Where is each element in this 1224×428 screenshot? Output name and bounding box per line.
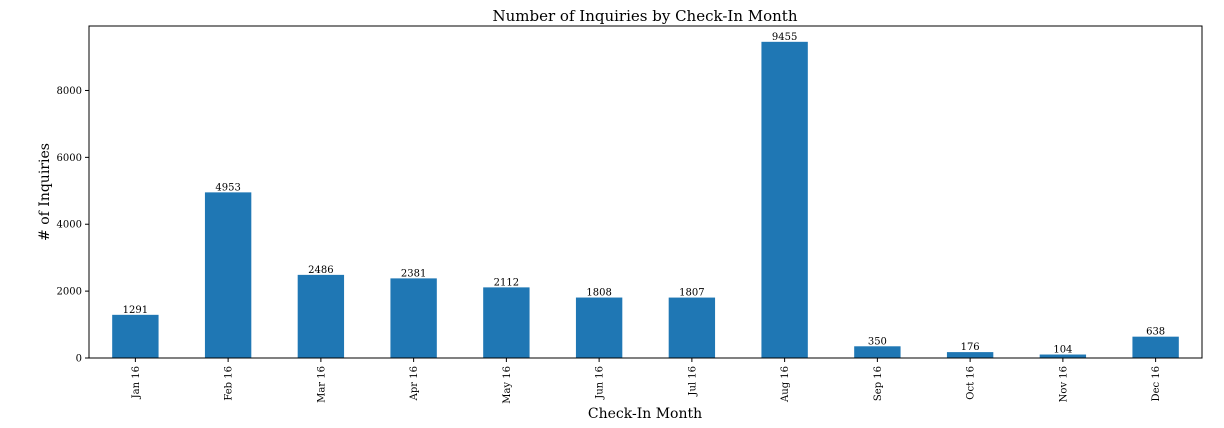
x-axis: Jan 16 Feb 16 Mar 16 Apr 16 May 16 Jun 16 Jul … — [131, 358, 1162, 404]
x-tick-label: Nov 16 — [1058, 366, 1069, 402]
data-label: 9455 — [772, 32, 797, 43]
bar — [946, 352, 994, 358]
data-label: 176 — [961, 342, 980, 353]
data-label: 104 — [1053, 345, 1072, 356]
data-label: 1808 — [586, 288, 611, 299]
x-tick-label: May 16 — [502, 366, 513, 404]
bar — [112, 314, 159, 358]
x-tick-label: Jan 16 — [131, 366, 142, 399]
x-axis-label: Check-In Month — [588, 406, 702, 422]
bar — [761, 41, 808, 359]
bar — [1132, 336, 1179, 358]
x-tick-label: Aug 16 — [780, 366, 791, 403]
chart-title: Number of Inquiries by Check-In Month — [493, 7, 798, 25]
plot-frame — [88, 25, 1203, 359]
y-axis: 0 2000 4000 6000 8000 — [57, 86, 89, 365]
bar — [1039, 354, 1087, 358]
x-tick-label: Apr 16 — [409, 366, 420, 401]
bars-group — [112, 41, 1179, 359]
x-tick-label: Mar 16 — [316, 366, 327, 403]
bar — [575, 297, 623, 358]
y-axis-label: # of Inquiries — [37, 143, 53, 241]
bar — [390, 278, 437, 358]
bar — [854, 346, 901, 358]
x-tick-label: Jun 16 — [595, 366, 606, 400]
bar — [204, 192, 252, 358]
data-label: 4953 — [215, 182, 240, 193]
bar — [668, 297, 716, 358]
y-tick-label: 0 — [76, 354, 82, 365]
data-label: 638 — [1146, 327, 1165, 338]
x-tick-label: Jul 16 — [687, 366, 698, 397]
bar — [483, 287, 530, 358]
y-tick-label: 4000 — [57, 220, 82, 231]
x-tick-label: Oct 16 — [966, 366, 977, 400]
x-tick-label: Dec 16 — [1151, 366, 1162, 401]
data-label: 2112 — [494, 277, 519, 288]
bar — [297, 274, 345, 358]
data-label: 1807 — [679, 288, 704, 299]
data-label: 1291 — [123, 305, 148, 316]
y-tick-label: 2000 — [57, 287, 82, 298]
y-tick-label: 6000 — [57, 153, 82, 164]
data-labels-group: 1291 4953 2486 2381 2112 1808 1807 9455 350 176 10… — [123, 32, 1166, 356]
data-label: 2381 — [401, 268, 426, 279]
x-tick-label: Sep 16 — [873, 366, 884, 401]
y-tick-label: 8000 — [57, 86, 82, 97]
data-label: 2486 — [308, 265, 333, 276]
data-label: 350 — [868, 336, 887, 347]
x-tick-label: Feb 16 — [224, 366, 235, 401]
